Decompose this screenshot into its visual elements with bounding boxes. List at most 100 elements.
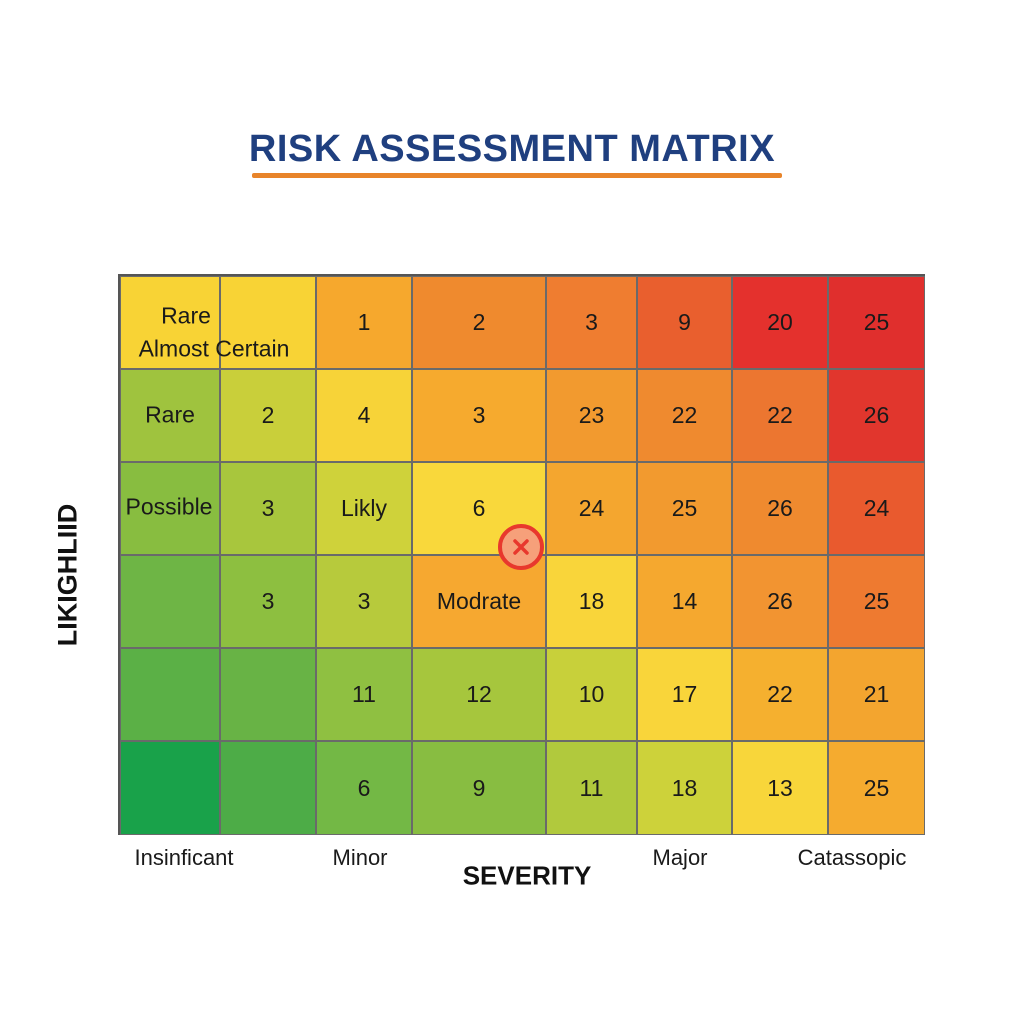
matrix-cell bbox=[120, 741, 220, 835]
matrix-cell: 10 bbox=[546, 648, 637, 741]
matrix-cell-value: 2 bbox=[261, 402, 275, 428]
matrix-cell-value: 23 bbox=[578, 402, 605, 428]
matrix-cell-value: 13 bbox=[767, 774, 793, 801]
corner-label-almost-certain: Almost Certain bbox=[138, 335, 290, 362]
matrix-cell: 3 bbox=[220, 555, 316, 648]
matrix-cell bbox=[120, 276, 220, 369]
matrix-cell: 9 bbox=[637, 276, 732, 369]
matrix-cell-value: 3 bbox=[585, 309, 598, 335]
matrix-cell bbox=[220, 741, 316, 835]
matrix-cell: 22 bbox=[637, 369, 732, 462]
matrix-cell-value: 22 bbox=[767, 402, 793, 428]
matrix-cell-value: 12 bbox=[466, 681, 492, 707]
matrix-cell-value: 1 bbox=[357, 309, 371, 335]
x-tick-insignificant: Insinficant bbox=[134, 845, 234, 870]
matrix-cell-value: 18 bbox=[578, 588, 605, 614]
matrix-cell: 1 bbox=[316, 276, 412, 369]
matrix-cell: 17 bbox=[637, 648, 732, 741]
matrix-cell-value: 2 bbox=[472, 309, 486, 335]
matrix-cell bbox=[120, 462, 220, 555]
matrix-cell: 23 bbox=[546, 369, 637, 462]
matrix-cell-value: 11 bbox=[579, 774, 604, 801]
matrix-cell-value: 3 bbox=[472, 402, 486, 428]
matrix-cell: 26 bbox=[732, 462, 828, 555]
matrix-cell: Likly bbox=[316, 462, 412, 555]
matrix-cell-value: 25 bbox=[863, 309, 890, 335]
matrix-cell-value: 3 bbox=[357, 588, 371, 614]
matrix-cell: 3 bbox=[412, 369, 546, 462]
x-tick-catastrophic: Catassopic bbox=[797, 845, 907, 870]
matrix-cell: 18 bbox=[637, 741, 732, 835]
matrix-cell: 12 bbox=[412, 648, 546, 741]
matrix-cell-value: 3 bbox=[261, 495, 275, 521]
matrix-cell-value: Likly bbox=[340, 495, 387, 521]
row-label-possible: Possible bbox=[125, 493, 213, 520]
matrix-cell: 22 bbox=[732, 369, 828, 462]
matrix-cell: 22 bbox=[732, 648, 828, 741]
matrix-cell: 3 bbox=[546, 276, 637, 369]
matrix-cell-value: 17 bbox=[671, 681, 698, 707]
matrix-cell: 24 bbox=[546, 462, 637, 555]
x-axis-label: SEVERITY bbox=[462, 860, 592, 891]
matrix-cell: 2 bbox=[412, 276, 546, 369]
matrix-cell-value: 14 bbox=[671, 588, 698, 614]
matrix-cell: 6 bbox=[316, 741, 412, 835]
matrix-cell-value: 18 bbox=[671, 774, 698, 801]
matrix-cell-value: 25 bbox=[863, 774, 890, 801]
matrix-cell-value: 3 bbox=[261, 588, 275, 614]
matrix-cell-value: 22 bbox=[671, 402, 698, 428]
matrix-cell: 11 bbox=[316, 648, 412, 741]
matrix-cell: 25 bbox=[828, 276, 925, 369]
matrix-cell-value: 26 bbox=[767, 588, 793, 614]
matrix-cell: 20 bbox=[732, 276, 828, 369]
matrix-cell-value: 24 bbox=[578, 495, 605, 521]
matrix-cell-value: 26 bbox=[863, 402, 890, 428]
matrix-cell-value: 24 bbox=[863, 495, 890, 521]
risk-matrix-grid: 1 2 3 9 20 25 2 4 3 23 22 22 26 3 Likly 6 24 25 26 24 3 3 Modr… bbox=[118, 274, 925, 835]
matrix-cell: 25 bbox=[828, 555, 925, 648]
x-tick-minor: Minor bbox=[332, 845, 388, 870]
matrix-cell-value: 9 bbox=[678, 309, 691, 335]
matrix-cell-value: 11 bbox=[352, 681, 376, 707]
matrix-cell: 3 bbox=[316, 555, 412, 648]
matrix-cell: 18 bbox=[546, 555, 637, 648]
matrix-cell-value: 26 bbox=[767, 495, 793, 521]
matrix-cell: 4 bbox=[316, 369, 412, 462]
matrix-cell-value: 25 bbox=[671, 495, 698, 521]
matrix-cell: 14 bbox=[637, 555, 732, 648]
matrix-cell-value: 20 bbox=[767, 309, 793, 335]
matrix-cell bbox=[120, 369, 220, 462]
title-underline bbox=[252, 173, 782, 178]
matrix-cell: 13 bbox=[732, 741, 828, 835]
matrix-cell: 6 bbox=[412, 462, 546, 555]
matrix-cell: 26 bbox=[828, 369, 925, 462]
y-axis-label: LIKIGHLIID bbox=[52, 503, 83, 647]
x-tick-major: Major bbox=[652, 845, 708, 870]
matrix-cell: 25 bbox=[828, 741, 925, 835]
corner-label-rare: Rare bbox=[161, 302, 211, 329]
matrix-cell-value: 6 bbox=[472, 495, 486, 521]
x-circle-icon bbox=[498, 524, 544, 570]
chart-title: RISK ASSESSMENT MATRIX bbox=[248, 128, 776, 170]
matrix-cell-value: 6 bbox=[357, 774, 371, 801]
matrix-cell-value: 9 bbox=[472, 774, 486, 801]
matrix-cell-value: Modrate bbox=[436, 588, 522, 614]
matrix-cell: 11 bbox=[546, 741, 637, 835]
matrix-cell bbox=[120, 555, 220, 648]
row-label-rare: Rare bbox=[145, 401, 195, 428]
matrix-cell: Modrate bbox=[412, 555, 546, 648]
matrix-cell: 2 bbox=[220, 369, 316, 462]
matrix-cell-value: 22 bbox=[767, 681, 793, 707]
matrix-cell-value: 10 bbox=[578, 681, 605, 707]
matrix-cell-value: 21 bbox=[863, 681, 890, 707]
matrix-cell-value: 25 bbox=[863, 588, 890, 614]
matrix-cell bbox=[220, 276, 316, 369]
matrix-cell: 26 bbox=[732, 555, 828, 648]
matrix-cell: 3 bbox=[220, 462, 316, 555]
matrix-cell: 24 bbox=[828, 462, 925, 555]
matrix-cell-value: 4 bbox=[357, 402, 371, 428]
matrix-cell: 9 bbox=[412, 741, 546, 835]
matrix-cell bbox=[220, 648, 316, 741]
matrix-cell bbox=[120, 648, 220, 741]
matrix-cell: 21 bbox=[828, 648, 925, 741]
